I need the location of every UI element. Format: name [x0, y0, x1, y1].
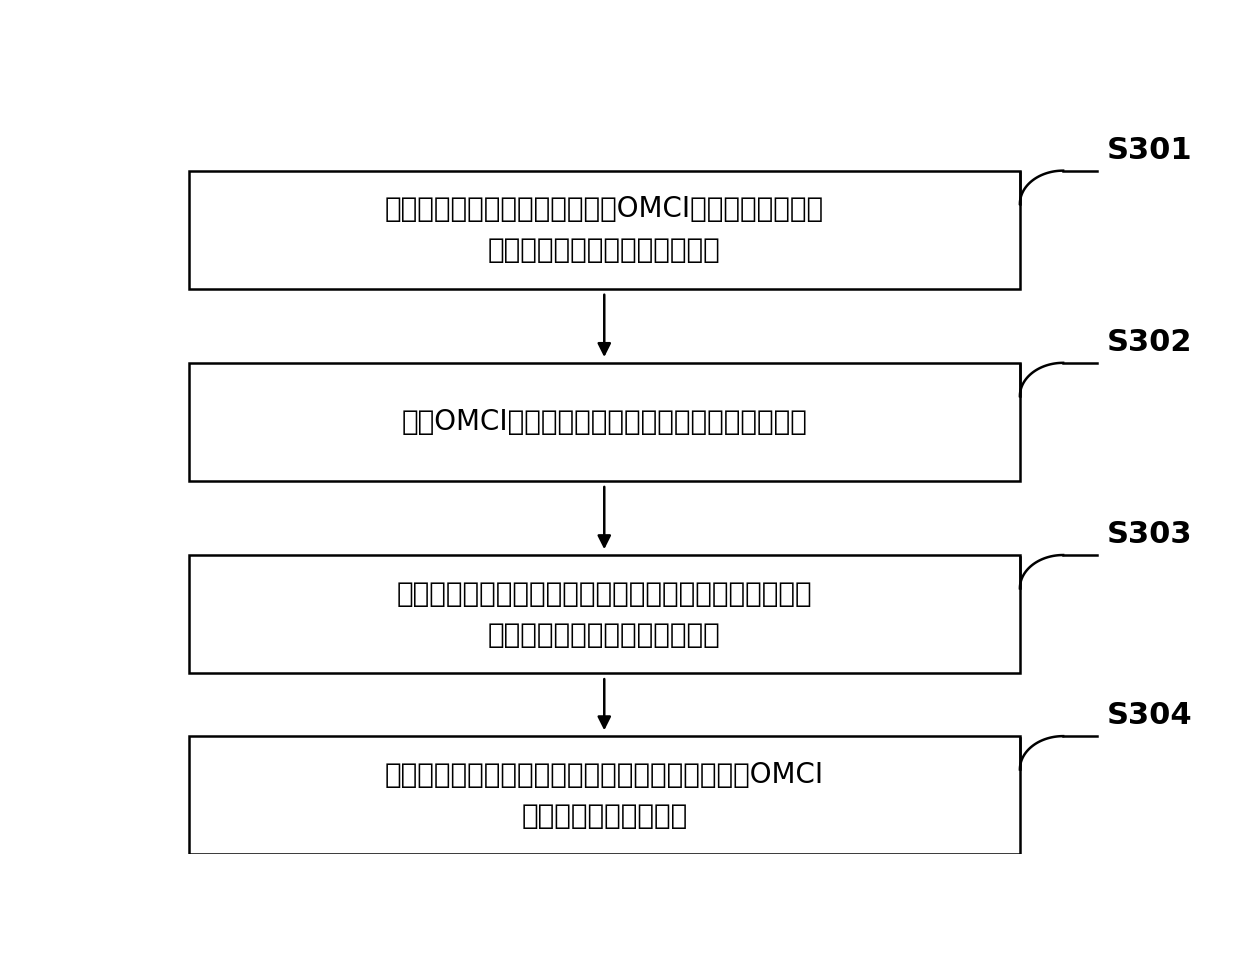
Text: S301: S301: [1106, 135, 1192, 165]
Text: 根据接收的由光线路终端发送的OMCI报文中的管理实体
类型获取管理信息库的表格索引: 根据接收的由光线路终端发送的OMCI报文中的管理实体 类型获取管理信息库的表格索…: [384, 195, 823, 264]
Text: S303: S303: [1106, 520, 1192, 549]
Text: 将更新管理信息库后的更新成功或失败信息转换为OMCI
报文发送给光线路终端: 将更新管理信息库后的更新成功或失败信息转换为OMCI 报文发送给光线路终端: [384, 760, 823, 829]
FancyBboxPatch shape: [188, 736, 1019, 854]
FancyBboxPatch shape: [188, 555, 1019, 673]
Text: S302: S302: [1106, 328, 1192, 357]
FancyBboxPatch shape: [188, 171, 1019, 289]
Text: 调用执行初始化函数时注册的业务配置回调函数以实现对
芯片的配置，并更新管理信息库: 调用执行初始化函数时注册的业务配置回调函数以实现对 芯片的配置，并更新管理信息库: [397, 580, 812, 649]
FancyBboxPatch shape: [188, 363, 1019, 481]
Text: 根据OMCI报文中的实例编号获取管理实体实例信息: 根据OMCI报文中的实例编号获取管理实体实例信息: [402, 408, 807, 436]
Text: S304: S304: [1106, 701, 1192, 731]
